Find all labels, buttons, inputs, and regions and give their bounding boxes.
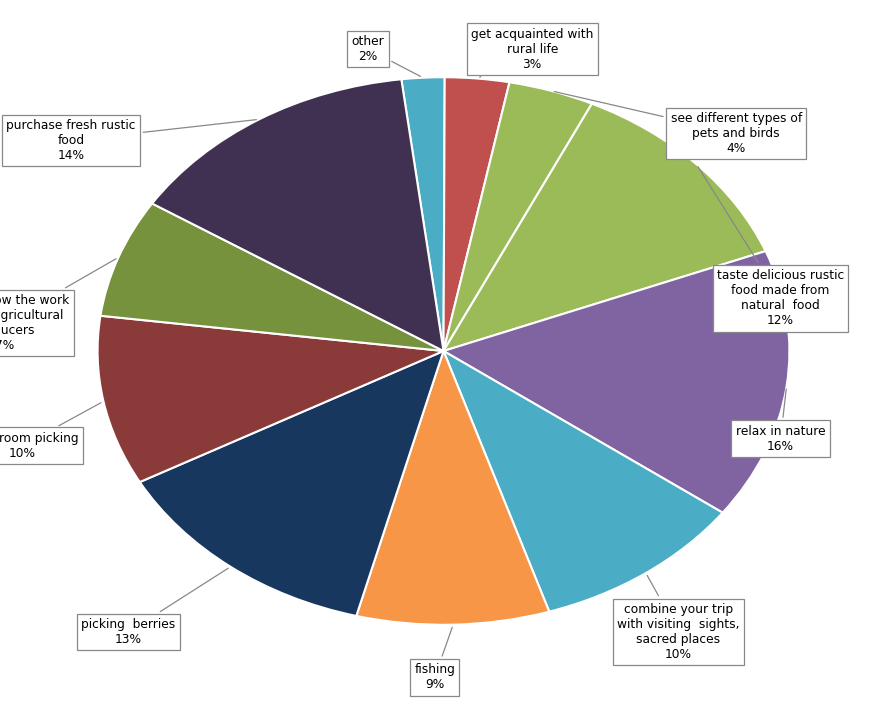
Wedge shape xyxy=(443,251,789,512)
Text: get acquainted with
rural life
3%: get acquainted with rural life 3% xyxy=(470,27,593,77)
Text: relax in nature
16%: relax in nature 16% xyxy=(734,389,825,453)
Wedge shape xyxy=(443,104,765,351)
Text: combine your trip
with visiting  sights,
sacred places
10%: combine your trip with visiting sights, … xyxy=(617,576,739,661)
Wedge shape xyxy=(356,351,548,625)
Text: taste delicious rustic
food made from
natural  food
12%: taste delicious rustic food made from na… xyxy=(697,166,843,327)
Text: fishing
9%: fishing 9% xyxy=(414,628,455,691)
Text: other
2%: other 2% xyxy=(352,35,420,77)
Wedge shape xyxy=(443,82,591,351)
Text: purchase fresh rustic
food
14%: purchase fresh rustic food 14% xyxy=(6,119,256,162)
Wedge shape xyxy=(443,77,509,351)
Wedge shape xyxy=(400,77,444,351)
Text: see different types of
pets and birds
4%: see different types of pets and birds 4% xyxy=(554,91,801,155)
Text: get to know the work
of local agricultural
producers
7%: get to know the work of local agricultur… xyxy=(0,259,116,352)
Text: picking  berries
13%: picking berries 13% xyxy=(82,568,228,646)
Wedge shape xyxy=(443,351,722,611)
Wedge shape xyxy=(100,204,443,351)
Wedge shape xyxy=(97,316,443,482)
Text: mushroom picking
10%: mushroom picking 10% xyxy=(0,403,101,460)
Wedge shape xyxy=(152,79,443,351)
Wedge shape xyxy=(140,351,443,616)
